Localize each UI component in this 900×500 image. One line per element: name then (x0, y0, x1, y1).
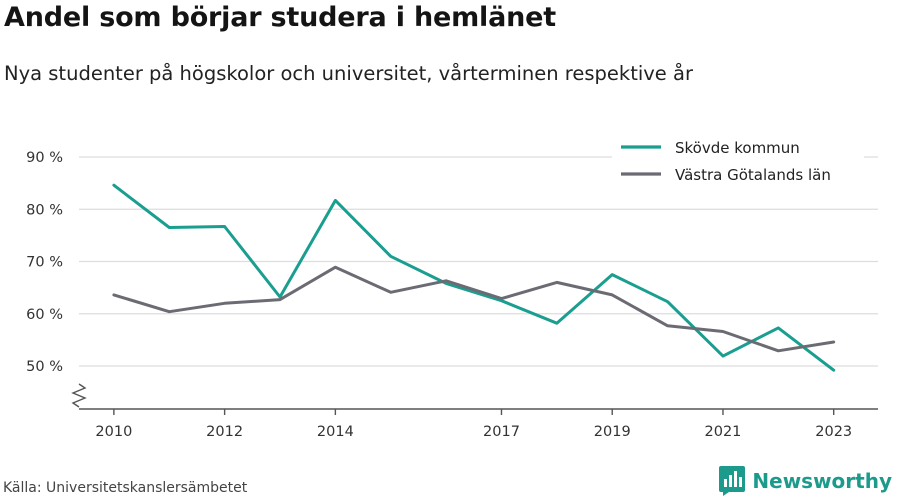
series-line-vastra-gotalands-lan (112, 265, 836, 353)
grid-lines (79, 156, 878, 367)
y-axis-break-icon (71, 383, 87, 408)
x-tick-label: 2017 (483, 424, 520, 440)
source-note: Källa: Universitetskanslersämbetet (3, 480, 248, 496)
x-tick-label: 2012 (206, 424, 243, 440)
y-tick-label: 70 % (26, 255, 63, 271)
brand-logo: Newsworthy (719, 466, 892, 496)
x-tick-label: 2010 (95, 424, 132, 440)
series-line-skovde-kommun (112, 183, 836, 372)
y-tick-label: 50 % (26, 359, 63, 375)
y-tick-label: 90 % (26, 150, 63, 166)
legend: Skövde kommun Västra Götalands län (612, 134, 864, 192)
chart-title: Andel som börjar studera i hemlänet (4, 2, 556, 33)
chart-subtitle: Nya studenter på högskolor och universit… (4, 62, 693, 85)
line-chart: 50 % 60 % 70 % 80 % 90 % 2010 2012 2014 2017 2019… (26, 134, 878, 440)
newsworthy-logo-icon (719, 466, 746, 496)
x-tick-label: 2014 (317, 424, 354, 440)
legend-background (612, 134, 864, 192)
series-lines (112, 183, 836, 372)
x-tick-label: 2019 (594, 424, 631, 440)
legend-label: Skövde kommun (675, 139, 800, 157)
legend-label: Västra Götalands län (675, 166, 831, 184)
brand-name: Newsworthy (752, 469, 892, 493)
y-tick-label: 60 % (26, 307, 63, 323)
x-tick-label: 2023 (815, 424, 852, 440)
axes: 50 % 60 % 70 % 80 % 90 % 2010 2012 2014 2017 2019… (26, 150, 878, 440)
x-tick-label: 2021 (705, 424, 742, 440)
y-tick-label: 80 % (26, 202, 63, 218)
